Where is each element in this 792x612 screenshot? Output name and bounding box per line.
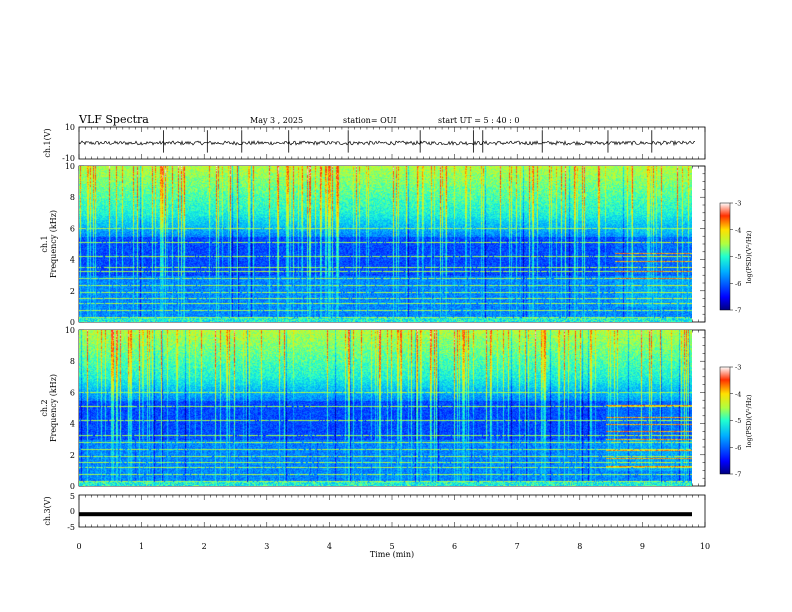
ch2-colorbar: -3 -4 -5 -6 -7 log(PSD)(V²/Hz) <box>719 364 753 479</box>
colorbar-tick-label: -4 <box>735 390 741 398</box>
colorbar-tick-label: -7 <box>735 471 741 479</box>
ch2-colorbar-label: log(PSD)(V²/Hz) <box>745 394 753 447</box>
x-tick-label: 1 <box>139 542 144 551</box>
y-tick-label: 4 <box>70 256 75 265</box>
ch1-waveform-panel: 10 -10 ch.1(V) <box>43 123 706 163</box>
x-tick-label: 10 <box>700 542 710 551</box>
ch3-ytick-bottom: -5 <box>67 523 75 532</box>
y-tick-label: 4 <box>70 420 75 429</box>
ch1-colorbar-ticks: -3 -4 -5 -6 -7 <box>730 200 741 315</box>
x-tick-labels: 0 1 2 3 4 5 6 7 8 9 10 <box>76 542 710 551</box>
colorbar-tick-label: -7 <box>735 307 741 315</box>
colorbar-tick-label: -6 <box>735 280 741 288</box>
y-tick-label: 2 <box>70 451 75 460</box>
ch1-ytick-top: 10 <box>65 123 75 132</box>
colorbar-tick-label: -5 <box>735 253 741 261</box>
colorbar-tick-label: -6 <box>735 444 741 452</box>
colorbar-tick-label: -3 <box>735 364 741 372</box>
start-time-label: start UT = 5 : 40 : 0 <box>438 116 519 125</box>
colorbar-tick-label: -5 <box>735 417 741 425</box>
ch3-ytick-middle: 0 <box>70 507 75 516</box>
y-tick-label: 6 <box>70 388 75 397</box>
colorbar-tick-label: -3 <box>735 200 741 208</box>
y-tick-label: 10 <box>65 326 75 335</box>
y-tick-label: 6 <box>70 224 75 233</box>
ch2-spectrogram-image-holder <box>79 330 692 486</box>
ch1-spectrogram-ylabel-channel: ch.1 <box>40 235 49 252</box>
colorbar-tick-label: -4 <box>735 226 741 234</box>
figure-title: VLF Spectra <box>78 113 149 126</box>
x-tick-label: 9 <box>640 542 645 551</box>
y-tick-label: 0 <box>70 482 75 491</box>
ch3-waveform-line <box>79 512 692 517</box>
ch2-spectrogram-image <box>79 330 692 486</box>
ch1-colorbar-label: log(PSD)(V²/Hz) <box>745 230 753 283</box>
y-tick-label: 0 <box>70 318 75 327</box>
x-tick-label: 2 <box>202 542 207 551</box>
x-tick-label: 3 <box>264 542 269 551</box>
ch1-colorbar-gradient <box>719 202 731 311</box>
ch3-waveform-panel: 5 0 -5 ch.3(V) <box>43 492 706 532</box>
x-tick-label: 4 <box>327 542 332 551</box>
x-tick-label: 5 <box>389 542 394 551</box>
x-tick-label: 8 <box>577 542 582 551</box>
ch1-spectrogram-image <box>79 166 692 322</box>
station-label: station= OUI <box>343 116 397 125</box>
ch3-waveform-ylabel: ch.3(V) <box>43 496 52 525</box>
ch1-waveform-ylabel: ch.1(V) <box>43 128 52 157</box>
ch1-waveform-ticks <box>78 127 706 159</box>
ch1-waveform-line <box>78 139 695 147</box>
ch1-spectrogram-image-holder <box>79 166 692 322</box>
ch1-colorbar: -3 -4 -5 -6 -7 log(PSD)(V²/Hz) <box>719 200 753 315</box>
x-tick-label: 7 <box>515 542 520 551</box>
ch2-spectrogram-ylabel-channel: ch.2 <box>40 399 49 416</box>
x-tick-label: 6 <box>452 542 457 551</box>
ch2-colorbar-ticks: -3 -4 -5 -6 -7 <box>730 364 741 479</box>
x-axis-label: Time (min) <box>370 550 414 559</box>
y-tick-label: 10 <box>65 162 75 171</box>
ch2-spectrogram-ylabel-frequency: Frequency (kHz) <box>49 374 58 442</box>
ch2-colorbar-gradient <box>719 366 731 475</box>
ch3-ytick-top: 5 <box>70 492 75 501</box>
ch1-spectrogram-ylabel-frequency: Frequency (kHz) <box>49 210 58 278</box>
ch1-ytick-bottom: -10 <box>62 154 75 163</box>
y-tick-label: 2 <box>70 287 75 296</box>
date-label: May 3 , 2025 <box>250 116 303 125</box>
y-tick-label: 8 <box>70 193 75 202</box>
ch3-waveform-ticks <box>78 495 706 527</box>
x-tick-label: 0 <box>76 542 81 551</box>
y-tick-label: 8 <box>70 357 75 366</box>
